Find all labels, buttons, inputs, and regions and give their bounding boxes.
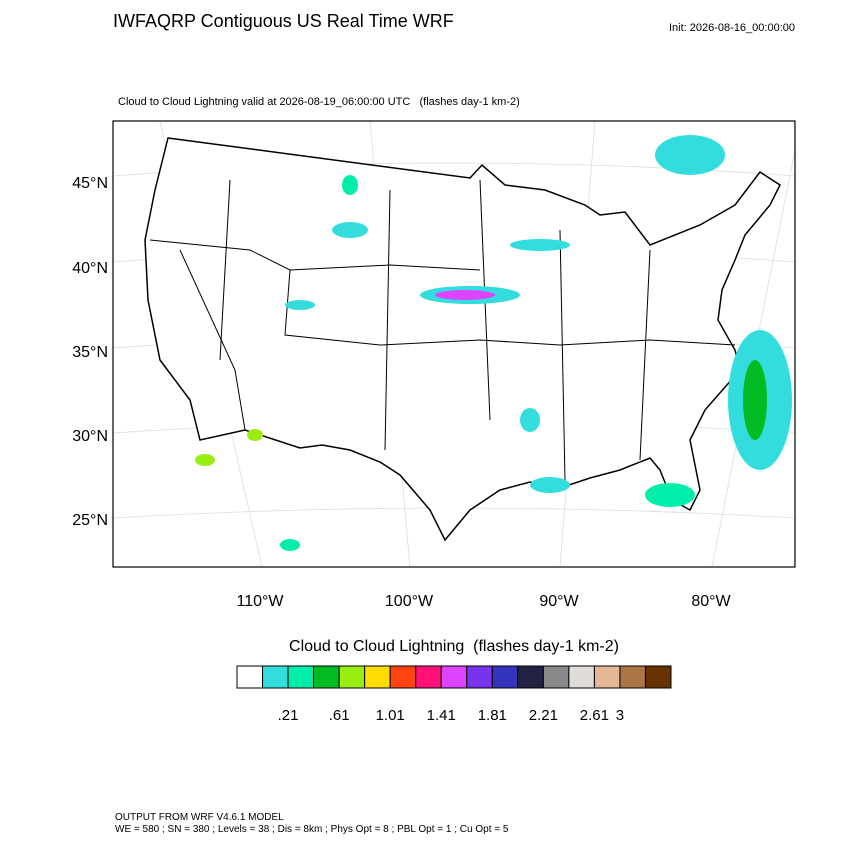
lon-label: 80°W	[691, 593, 731, 610]
colorbar-swatch	[415, 665, 442, 689]
lon-label: 110°W	[236, 593, 284, 610]
state-lines	[149, 179, 736, 481]
colorbar-swatch	[313, 665, 340, 689]
title: IWFAQRP Contiguous US Real Time WRF	[113, 11, 454, 31]
colorbar: .21 .61 1.01 1.41 1.81 2.21 2.61 3	[236, 665, 672, 724]
colorbar-label: .61	[329, 707, 350, 724]
colorbar-swatch	[568, 665, 595, 689]
map-subtitle: Cloud to Cloud Lightning valid at 2026-0…	[118, 96, 520, 108]
lat-label: 40°N	[72, 260, 108, 277]
colorbar-swatch	[236, 665, 264, 689]
lon-label: 90°W	[539, 593, 579, 610]
map	[112, 120, 796, 568]
footer-line: OUTPUT FROM WRF V4.6.1 MODEL	[115, 812, 284, 823]
colorbar-swatch	[338, 665, 366, 689]
colorbar-title: Cloud to Cloud Lightning (flashes day-1 …	[289, 638, 619, 655]
colorbar-label: 2.61	[580, 707, 609, 724]
lat-label: 35°N	[72, 344, 108, 361]
lat-label: 45°N	[72, 175, 108, 192]
colorbar-swatch	[491, 665, 519, 689]
colorbar-swatch	[644, 665, 672, 689]
colorbar-swatch	[364, 665, 391, 689]
colorbar-swatch	[517, 665, 544, 689]
colorbar-label: 1.01	[376, 707, 405, 724]
colorbar-swatch	[389, 665, 417, 689]
map-frame	[112, 120, 796, 568]
colorbar-swatch	[619, 665, 646, 689]
colorbar-label: 3	[616, 707, 624, 724]
lat-label: 25°N	[72, 512, 108, 529]
footer-line: WE = 580 ; SN = 380 ; Levels = 38 ; Dis …	[115, 824, 509, 835]
colorbar-swatch	[287, 665, 315, 689]
lon-label: 100°W	[385, 593, 434, 610]
colorbar-swatch	[262, 665, 289, 689]
colorbar-swatch	[593, 665, 621, 689]
colorbar-label: 1.81	[478, 707, 507, 724]
lightning-areas	[195, 135, 792, 551]
colorbar-label: 2.21	[529, 707, 558, 724]
colorbar-swatch	[542, 665, 570, 689]
colorbar-label: 1.41	[427, 707, 456, 724]
colorbar-swatch	[440, 665, 468, 689]
lat-label: 30°N	[72, 428, 108, 445]
init-time: Init: 2026-08-16_00:00:00	[669, 22, 795, 34]
colorbar-swatch	[466, 665, 493, 689]
colorbar-label: .21	[278, 707, 299, 724]
